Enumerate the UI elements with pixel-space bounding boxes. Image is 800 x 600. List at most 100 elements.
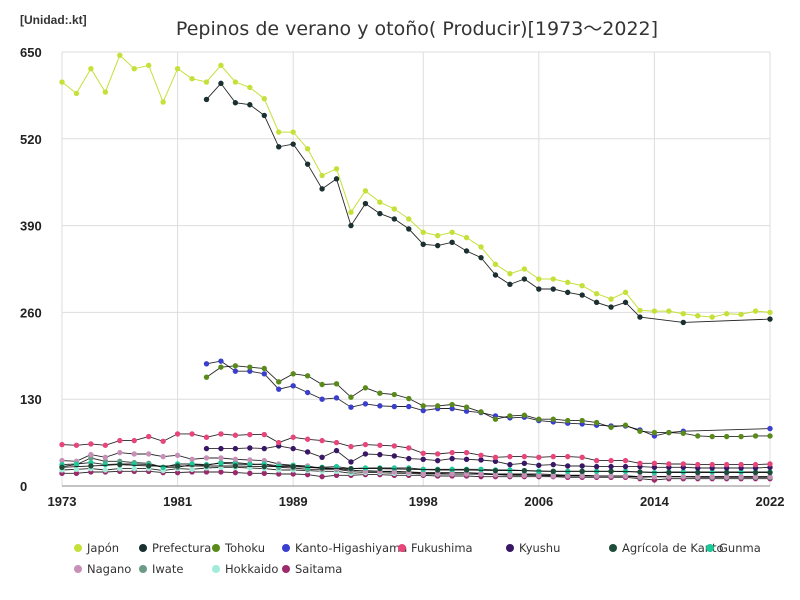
- data-point: [680, 461, 687, 467]
- data-point: [406, 403, 412, 410]
- x-tick-label: 1981: [163, 494, 192, 509]
- data-point: [160, 453, 166, 460]
- data-point: [362, 441, 369, 448]
- data-point: [608, 468, 614, 475]
- data-point: [507, 472, 513, 479]
- data-point: [680, 311, 687, 317]
- legend-marker: [212, 565, 220, 573]
- data-point: [232, 368, 239, 374]
- data-point: [680, 469, 687, 475]
- data-point: [593, 457, 600, 464]
- data-point: [362, 401, 369, 407]
- data-point: [695, 433, 701, 439]
- data-point: [565, 473, 571, 479]
- data-point: [102, 89, 109, 95]
- data-point: [767, 309, 773, 316]
- data-point: [232, 363, 239, 369]
- chart-title: Pepinos de verano y otoño( Producir)[197…: [176, 18, 658, 40]
- data-point: [391, 206, 398, 212]
- data-point: [59, 441, 65, 448]
- legend-label: Kanto-Higashiyama: [295, 541, 407, 555]
- data-point: [333, 381, 340, 387]
- data-point: [304, 389, 311, 396]
- legend-item: Kanto-Higashiyama: [282, 541, 407, 555]
- data-point: [73, 466, 80, 473]
- series-line: [61, 452, 770, 478]
- data-point: [218, 455, 224, 461]
- data-point: [348, 443, 354, 450]
- data-point: [203, 445, 210, 452]
- data-point: [709, 473, 715, 480]
- data-point: [608, 296, 614, 302]
- data-point: [391, 465, 398, 471]
- data-point: [131, 451, 137, 457]
- data-point: [406, 466, 412, 473]
- legend-label: Tohoku: [224, 541, 265, 555]
- data-point: [160, 438, 166, 444]
- data-point: [304, 146, 311, 152]
- data-point: [276, 463, 282, 469]
- data-point: [449, 471, 455, 477]
- data-point: [478, 457, 484, 463]
- data-point: [752, 308, 759, 314]
- data-point: [492, 454, 499, 460]
- data-point: [651, 460, 658, 466]
- x-tick-label: 1998: [409, 494, 438, 509]
- data-point: [261, 112, 267, 119]
- data-point: [449, 229, 455, 235]
- data-point: [174, 452, 181, 458]
- data-point: [680, 430, 687, 436]
- data-point: [232, 79, 239, 85]
- data-point: [608, 424, 614, 430]
- data-point: [434, 457, 441, 464]
- data-point: [102, 442, 109, 448]
- data-point: [752, 469, 759, 476]
- series-line: [206, 365, 770, 438]
- data-point: [145, 62, 152, 69]
- series-kyushu: [203, 443, 773, 471]
- series-layer: [59, 52, 773, 483]
- data-point: [478, 466, 484, 473]
- data-point: [492, 416, 499, 422]
- data-point: [420, 450, 426, 456]
- data-point: [521, 266, 528, 272]
- data-point: [377, 199, 383, 205]
- data-point: [117, 52, 123, 59]
- data-point: [362, 188, 369, 194]
- data-point: [695, 469, 701, 476]
- legend-label: Fukushima: [411, 541, 473, 555]
- data-point: [333, 439, 340, 446]
- data-point: [406, 216, 412, 222]
- data-point: [88, 441, 94, 447]
- data-point: [492, 272, 499, 278]
- data-point: [333, 176, 340, 182]
- data-point: [767, 461, 773, 467]
- data-point: [463, 467, 470, 473]
- series-jap-n: [59, 52, 773, 320]
- data-point: [319, 454, 325, 460]
- data-point: [492, 467, 499, 474]
- data-point: [463, 248, 470, 254]
- data-point: [622, 289, 629, 296]
- data-point: [319, 186, 325, 192]
- legend-label: Kyushu: [519, 541, 560, 555]
- legend-item: Tohoku: [212, 541, 265, 555]
- data-point: [680, 319, 687, 326]
- data-point: [276, 386, 282, 392]
- data-point: [637, 314, 643, 320]
- data-point: [666, 461, 672, 467]
- data-point: [348, 222, 354, 229]
- legend-marker: [609, 544, 617, 552]
- legend-marker: [282, 565, 290, 573]
- legend-label: Saitama: [295, 562, 342, 576]
- data-point: [608, 473, 614, 479]
- data-point: [261, 470, 267, 477]
- data-point: [463, 456, 470, 462]
- data-point: [723, 461, 730, 468]
- data-point: [189, 461, 195, 467]
- data-point: [261, 371, 267, 377]
- legend-marker: [139, 544, 147, 552]
- data-point: [319, 396, 325, 402]
- data-point: [362, 200, 369, 207]
- data-point: [536, 276, 542, 282]
